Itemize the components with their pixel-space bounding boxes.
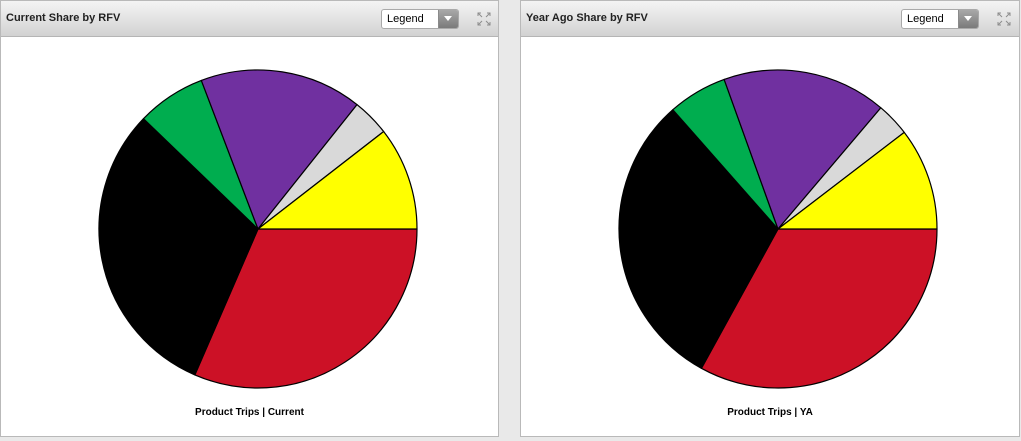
panel-title: Current Share by RFV [6,12,121,24]
panel-header: Year Ago Share by RFV Legend [521,1,1019,37]
pie-slice-0[interactable] [194,228,418,389]
pie-slice-1[interactable] [618,109,779,369]
expand-icon[interactable] [477,12,491,26]
pie-slice-3[interactable] [723,69,882,230]
legend-dropdown[interactable]: Legend [381,9,459,29]
legend-dropdown-value: Legend [387,13,424,25]
pie-slice-1[interactable] [98,118,259,376]
pie-slice-5[interactable] [257,130,418,230]
chevron-down-icon[interactable] [438,10,458,28]
pie-chart-year-ago [618,69,938,389]
expand-icon[interactable] [997,12,1011,26]
pie-slice-0[interactable] [700,228,938,389]
legend-dropdown[interactable]: Legend [901,9,979,29]
chevron-down-icon[interactable] [958,10,978,28]
chart-caption: Product Trips | YA [727,407,813,418]
chart-panel-current: Current Share by RFV Legend Product Trip… [0,0,499,437]
pie-slice-5[interactable] [777,131,938,230]
chart-caption: Product Trips | Current [195,407,304,418]
legend-dropdown-value: Legend [907,13,944,25]
pie-slice-3[interactable] [200,69,358,230]
pie-chart-current [98,69,418,389]
panel-title: Year Ago Share by RFV [526,12,648,24]
chart-panel-year-ago: Year Ago Share by RFV Legend Product Tri… [520,0,1020,437]
panel-header: Current Share by RFV Legend [1,1,498,37]
